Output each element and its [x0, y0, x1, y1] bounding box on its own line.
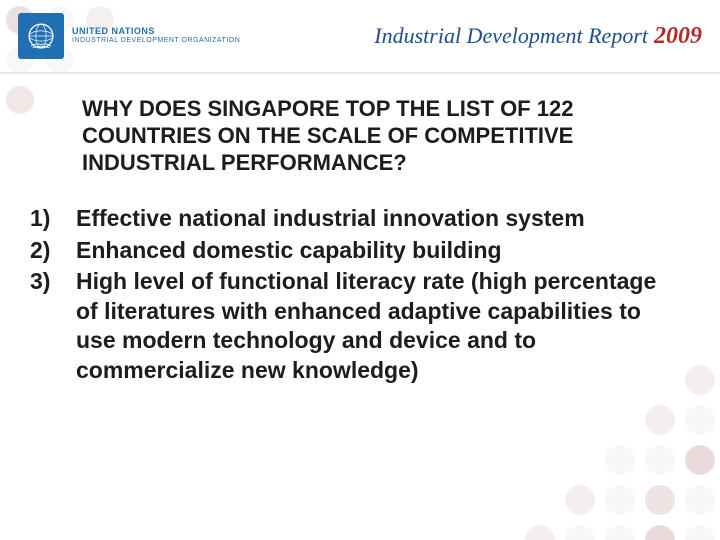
org-name-line1: UNITED NATIONS — [72, 27, 240, 37]
unido-badge-icon — [18, 13, 64, 59]
content-area: WHY DOES SINGAPORE TOP THE LIST OF 122 C… — [0, 88, 720, 540]
item-text: Enhanced domestic capability building — [70, 236, 684, 265]
item-number: 3) — [26, 267, 70, 385]
unido-logo-block: UNITED NATIONS INDUSTRIAL DEVELOPMENT OR… — [18, 13, 240, 59]
slide: UNITED NATIONS INDUSTRIAL DEVELOPMENT OR… — [0, 0, 720, 540]
list-item: 1) Effective national industrial innovat… — [26, 204, 684, 233]
reasons-list: 1) Effective national industrial innovat… — [26, 204, 694, 385]
report-title-block: Industrial Development Report 2009 — [374, 23, 702, 50]
report-title: Industrial Development Report — [374, 23, 648, 49]
list-item: 3) High level of functional literacy rat… — [26, 267, 684, 385]
item-number: 1) — [26, 204, 70, 233]
slide-heading: WHY DOES SINGAPORE TOP THE LIST OF 122 C… — [26, 88, 694, 186]
item-number: 2) — [26, 236, 70, 265]
item-text: High level of functional literacy rate (… — [70, 267, 684, 385]
unido-text: UNITED NATIONS INDUSTRIAL DEVELOPMENT OR… — [72, 27, 240, 45]
item-text: Effective national industrial innovation… — [70, 204, 684, 233]
header-underline — [0, 72, 720, 74]
report-year: 2009 — [654, 23, 702, 50]
org-name-line2: INDUSTRIAL DEVELOPMENT ORGANIZATION — [72, 37, 240, 45]
list-item: 2) Enhanced domestic capability building — [26, 236, 684, 265]
header: UNITED NATIONS INDUSTRIAL DEVELOPMENT OR… — [0, 0, 720, 72]
